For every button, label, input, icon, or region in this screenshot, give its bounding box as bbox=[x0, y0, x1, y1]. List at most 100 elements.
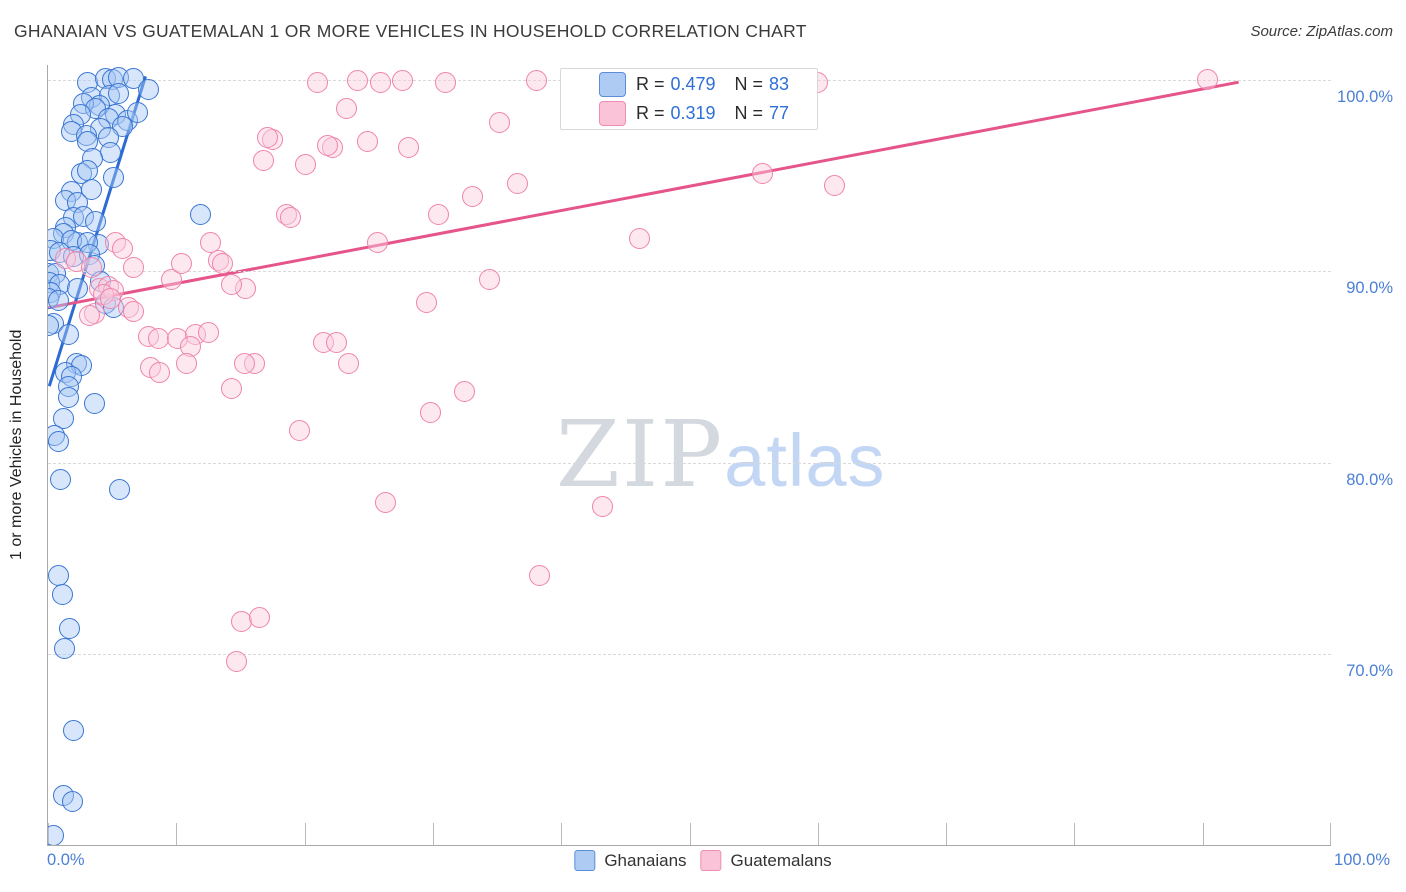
scatter-point-guatemalans bbox=[415, 291, 437, 313]
scatter-point-guatemalans bbox=[478, 268, 500, 290]
x-axis-tick-10 bbox=[176, 823, 178, 845]
ghanaians-swatch-icon bbox=[599, 72, 626, 97]
scatter-point-ghanaians bbox=[52, 408, 74, 430]
x-axis-tick-100 bbox=[1330, 823, 1331, 845]
scatter-point-guatemalans bbox=[176, 352, 198, 374]
legend-item-label: Ghanaians bbox=[604, 850, 687, 870]
scatter-point-ghanaians bbox=[137, 79, 159, 101]
scatter-point-guatemalans bbox=[220, 274, 242, 296]
scatter-point-guatemalans bbox=[526, 69, 548, 91]
legend-row-ghanaians: R = 0.479 N = 83 bbox=[561, 72, 817, 97]
chart-title: GHANAIAN VS GUATEMALAN 1 OR MORE VEHICLE… bbox=[14, 21, 807, 41]
scatter-point-guatemalans bbox=[337, 352, 359, 374]
scatter-point-guatemalans bbox=[249, 607, 271, 628]
scatter-point-guatemalans bbox=[369, 71, 391, 93]
x-axis-label-max: 100.0% bbox=[1334, 851, 1390, 869]
gridline-90 bbox=[48, 271, 1331, 273]
scatter-point-guatemalans bbox=[462, 186, 484, 208]
n-value: 83 bbox=[769, 74, 790, 94]
scatter-point-guatemalans bbox=[391, 69, 413, 91]
scatter-point-ghanaians bbox=[190, 203, 212, 225]
scatter-point-ghanaians bbox=[58, 387, 80, 409]
scatter-point-ghanaians bbox=[84, 211, 106, 233]
scatter-point-guatemalans bbox=[226, 650, 248, 672]
series-legend: Ghanaians Guatemalans bbox=[574, 850, 832, 871]
scatter-point-guatemalans bbox=[100, 287, 122, 309]
scatter-point-guatemalans bbox=[317, 134, 339, 156]
scatter-point-ghanaians bbox=[77, 159, 99, 181]
r-value: 0.479 bbox=[670, 74, 716, 94]
scatter-point-guatemalans bbox=[253, 150, 275, 172]
scatter-point-ghanaians bbox=[51, 584, 73, 606]
scatter-point-guatemalans bbox=[170, 253, 192, 275]
r-label: R = bbox=[636, 74, 665, 94]
x-axis-tick-70 bbox=[946, 823, 948, 845]
scatter-point-guatemalans bbox=[149, 362, 171, 384]
scatter-point-guatemalans bbox=[336, 98, 358, 120]
plot-area: ZIPatlas bbox=[47, 65, 1331, 846]
scatter-point-guatemalans bbox=[435, 71, 457, 93]
scatter-point-guatemalans bbox=[279, 207, 301, 229]
trend-line-guatemalans bbox=[48, 80, 1239, 310]
scatter-point-ghanaians bbox=[58, 324, 80, 346]
x-axis-label-min: 0.0% bbox=[47, 851, 85, 869]
y-axis-label-90: 90.0% bbox=[1346, 279, 1393, 298]
scatter-point-guatemalans bbox=[295, 153, 317, 175]
x-axis-tick-50 bbox=[689, 823, 691, 845]
y-axis-title: 1 or more Vehicles in Household bbox=[8, 329, 25, 561]
r-value: 0.319 bbox=[670, 103, 716, 123]
scatter-point-guatemalans bbox=[489, 111, 511, 133]
scatter-point-guatemalans bbox=[628, 228, 650, 250]
scatter-point-guatemalans bbox=[374, 492, 396, 514]
trend-lines-layer bbox=[48, 76, 1239, 387]
scatter-point-guatemalans bbox=[367, 232, 389, 254]
n-label: N = bbox=[734, 74, 764, 94]
scatter-point-guatemalans bbox=[306, 71, 328, 93]
scatter-point-ghanaians bbox=[83, 392, 105, 414]
x-axis-tick-40 bbox=[561, 823, 563, 845]
scatter-point-guatemalans bbox=[197, 322, 219, 344]
scatter-point-ghanaians bbox=[48, 564, 69, 586]
guatemalans-swatch-icon bbox=[599, 101, 626, 126]
scatter-point-guatemalans bbox=[507, 173, 529, 195]
scatter-point-guatemalans bbox=[220, 377, 242, 399]
guatemalans-swatch-icon bbox=[700, 850, 722, 871]
scatter-point-ghanaians bbox=[127, 102, 149, 124]
y-axis-label-100: 100.0% bbox=[1337, 88, 1393, 107]
scatter-point-guatemalans bbox=[398, 136, 420, 158]
scatter-point-ghanaians bbox=[81, 178, 103, 200]
scatter-point-guatemalans bbox=[823, 174, 845, 196]
scatter-point-ghanaians bbox=[48, 824, 64, 845]
scatter-point-guatemalans bbox=[123, 257, 145, 279]
r-label: R = bbox=[636, 103, 665, 123]
source-credit: Source: ZipAtlas.com bbox=[1250, 23, 1393, 40]
gridline-80 bbox=[48, 462, 1331, 464]
scatter-point-guatemalans bbox=[233, 352, 255, 374]
scatter-point-ghanaians bbox=[61, 790, 83, 812]
scatter-point-guatemalans bbox=[591, 496, 613, 518]
legend-item-guatemalans: Guatemalans bbox=[700, 850, 832, 871]
y-axis-label-80: 80.0% bbox=[1346, 470, 1393, 489]
x-axis-tick-90 bbox=[1202, 823, 1204, 845]
scatter-point-guatemalans bbox=[419, 402, 441, 424]
legend-box: R = 0.479 N = 83 R = 0.319 N = 77 bbox=[560, 68, 818, 130]
scatter-point-guatemalans bbox=[288, 419, 310, 441]
x-axis-tick-80 bbox=[1074, 823, 1076, 845]
scatter-point-guatemalans bbox=[356, 130, 378, 152]
y-axis-label-70: 70.0% bbox=[1346, 661, 1393, 680]
n-label: N = bbox=[734, 103, 764, 123]
scatter-point-ghanaians bbox=[63, 719, 85, 741]
scatter-point-ghanaians bbox=[102, 167, 124, 189]
scatter-point-ghanaians bbox=[108, 83, 130, 105]
scatter-point-guatemalans bbox=[346, 69, 368, 91]
n-value: 77 bbox=[769, 103, 790, 123]
scatter-point-ghanaians bbox=[50, 469, 72, 491]
scatter-point-guatemalans bbox=[1197, 68, 1219, 90]
scatter-point-ghanaians bbox=[67, 278, 88, 300]
scatter-point-guatemalans bbox=[78, 304, 100, 326]
legend-item-label: Guatemalans bbox=[730, 850, 832, 870]
scatter-point-guatemalans bbox=[147, 327, 169, 349]
scatter-point-ghanaians bbox=[48, 431, 69, 453]
scatter-point-guatemalans bbox=[81, 257, 103, 279]
